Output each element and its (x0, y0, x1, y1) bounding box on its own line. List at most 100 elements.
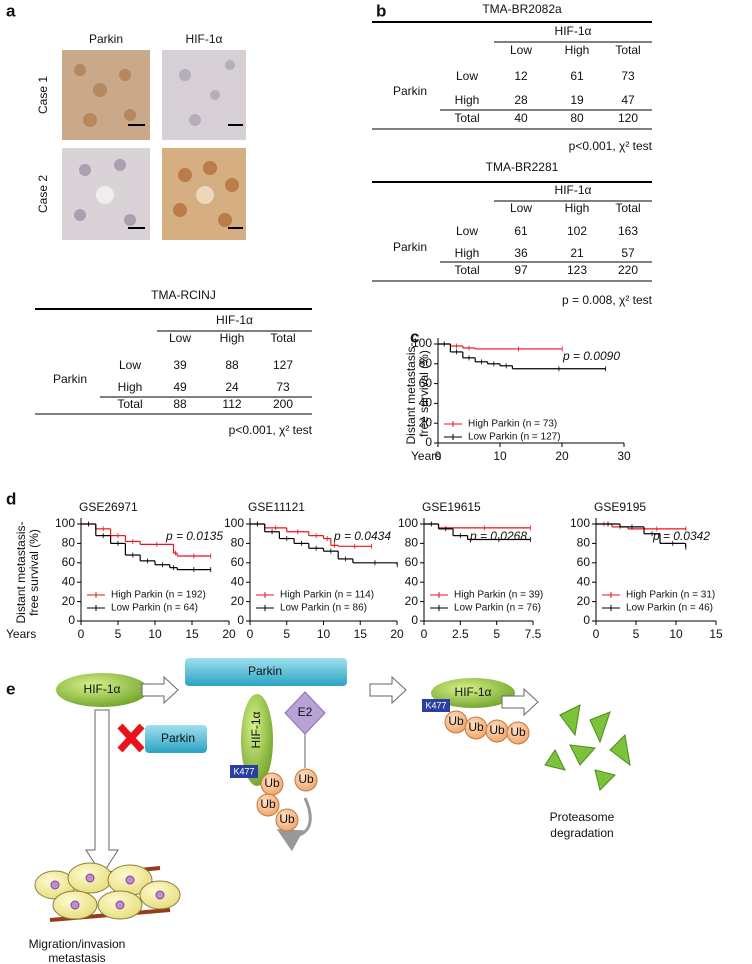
cell: 24 (225, 380, 239, 394)
row-label: High (118, 380, 143, 394)
row-group: Parkin (393, 84, 427, 98)
x-axis-label: Years (6, 627, 36, 641)
cell: 88 (225, 358, 239, 372)
diagram-label: HIF-1α (84, 682, 121, 696)
cell: 200 (273, 397, 293, 411)
panel-label: d (6, 489, 16, 508)
diagram-label: Ub (489, 723, 505, 737)
y-tick-label: 40 (419, 396, 433, 410)
y-tick-label: 100 (412, 336, 432, 350)
cell: 163 (618, 224, 638, 238)
y-tick-label: 40 (62, 574, 76, 588)
cell: 88 (173, 397, 187, 411)
row-group: Parkin (53, 372, 87, 386)
cell: 61 (514, 224, 528, 238)
legend-label: High Parkin (n = 192) (111, 590, 206, 601)
cell: 61 (570, 69, 584, 83)
cell: 12 (514, 69, 528, 83)
diagram-label: Ub (448, 714, 464, 728)
diagram-label: Ub (298, 772, 314, 786)
table-footnote: p<0.001, χ² test (569, 139, 653, 153)
table-footnote: p = 0.008, χ² test (562, 293, 653, 307)
cell: 127 (273, 358, 293, 372)
cell: 36 (514, 246, 528, 260)
panel-label: a (6, 1, 16, 20)
row-label: Low (456, 69, 478, 83)
y-tick-label: 20 (405, 594, 419, 608)
y-tick-label: 80 (419, 356, 433, 370)
x-tick-label: 5 (633, 627, 640, 641)
x-tick-label: 5 (283, 627, 290, 641)
row-label: Case 2 (36, 175, 50, 213)
arrow (141, 675, 179, 705)
y-tick-label: 60 (405, 555, 419, 569)
y-axis-label: free survival (%) (27, 529, 41, 616)
cell: 102 (567, 224, 587, 238)
diagram-label: K477 (425, 700, 446, 710)
y-tick-label: 20 (62, 594, 76, 608)
y-axis-label: free survival (%) (417, 350, 431, 437)
cell: 47 (621, 93, 635, 107)
x-tick-label: 15 (185, 627, 199, 641)
ihc-images (62, 50, 246, 240)
parkin-shape (145, 725, 207, 753)
legend-label: Low Parkin (n = 46) (626, 603, 713, 614)
column-header: High (220, 331, 245, 345)
ub-shape (506, 721, 530, 745)
y-tick-label: 100 (55, 516, 75, 530)
legend-label: Low Parkin (n = 86) (280, 603, 367, 614)
chart-title: GSE19615 (422, 500, 481, 514)
x-tick-label: 10 (317, 627, 331, 641)
y-tick-label: 100 (398, 516, 418, 530)
x-axis-label: Years (411, 449, 441, 463)
cell: 40 (514, 111, 528, 125)
k477-shape (230, 765, 258, 778)
row-label: High (455, 93, 480, 107)
table-title: TMA-BR2082a (482, 2, 562, 16)
column-header: Total (615, 201, 640, 215)
y-tick-label: 60 (62, 555, 76, 569)
cell: 97 (514, 263, 528, 277)
column-header: High (565, 43, 590, 57)
row-group: Parkin (393, 240, 427, 254)
ub-shape (256, 793, 280, 817)
chart-title: GSE11121 (248, 500, 305, 514)
arrow (85, 709, 119, 876)
p-value: p = 0.0135 (165, 529, 223, 543)
column-group: HIF-1α (555, 24, 592, 38)
column-header: Low (510, 201, 532, 215)
legend-label: Low Parkin (n = 64) (111, 603, 198, 614)
row-label: High (455, 246, 480, 260)
y-axis-label: Distant metastasis- (404, 342, 418, 444)
x-tick-label: 0 (421, 627, 428, 641)
cross (117, 723, 145, 753)
column-header: Total (615, 43, 640, 57)
diagram-label: Ub (279, 812, 295, 826)
y-tick-label: 80 (405, 536, 419, 550)
table-footnote: p<0.001, χ² test (229, 423, 313, 437)
diagram: HIF-1α Parkin Parkin HIF-1α E2 K477 HIF-… (29, 658, 631, 964)
p-value: p = 0.0090 (562, 349, 620, 363)
y-tick-label: 100 (570, 516, 590, 530)
chart-title: GSE9195 (594, 500, 646, 514)
y-tick-label: 80 (577, 536, 591, 550)
ub-shape (294, 768, 318, 792)
p-value: p = 0.0342 (652, 529, 710, 543)
diagram-label: Proteasome (550, 810, 615, 824)
y-tick-label: 0 (68, 613, 75, 627)
y-tick-label: 20 (419, 415, 433, 429)
diagram-label: metastasis (48, 951, 105, 964)
y-tick-label: 20 (577, 594, 591, 608)
x-tick-label: 20 (390, 627, 404, 641)
p-value: p = 0.0434 (333, 529, 391, 543)
arrow (501, 687, 539, 717)
cell: 57 (621, 246, 635, 260)
k477-shape (422, 699, 450, 712)
diagram-label: E2 (298, 705, 313, 719)
diagram-label: degradation (550, 826, 613, 840)
arrow (369, 675, 407, 705)
row-label: Low (456, 224, 478, 238)
y-tick-label: 40 (577, 574, 591, 588)
x-tick-label: 20 (222, 627, 236, 641)
